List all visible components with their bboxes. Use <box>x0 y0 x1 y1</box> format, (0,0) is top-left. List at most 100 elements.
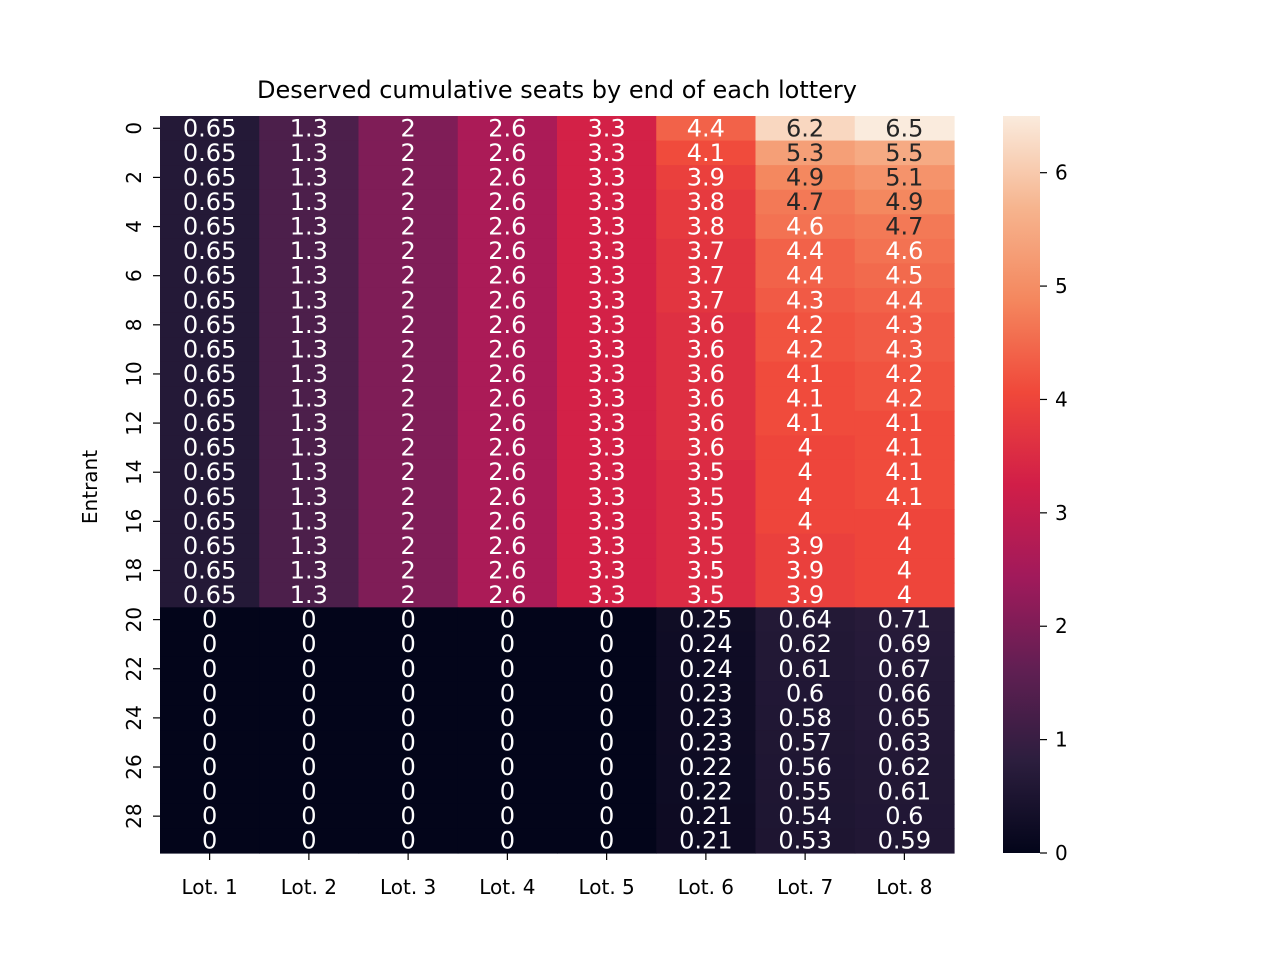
cell-value-label: 3.3 <box>588 581 626 609</box>
cell-value-label: 0.24 <box>679 655 732 683</box>
heatmap-cell <box>755 631 856 658</box>
cell-value-label: 4.2 <box>786 335 824 363</box>
cell-value-label: 3.7 <box>687 262 725 290</box>
cell-value-label: 0 <box>301 704 316 732</box>
cell-value-label: 0.23 <box>679 704 732 732</box>
cell-value-label: 1.3 <box>290 262 328 290</box>
cell-value-label: 0.65 <box>183 409 236 437</box>
heatmap-cell <box>755 681 856 707</box>
cell-value-label: 0 <box>599 728 614 756</box>
cell-value-label: 4 <box>797 458 812 486</box>
cell-value-label: 0 <box>599 704 614 732</box>
colorbar-tick-label: 4 <box>1055 387 1068 411</box>
cell-value-label: 0.65 <box>878 704 931 732</box>
heatmap-cell <box>656 386 757 412</box>
heatmap-cell <box>259 140 360 166</box>
cell-value-label: 1.3 <box>290 458 328 486</box>
heatmap-cell <box>457 189 558 215</box>
heatmap-cell <box>358 189 459 215</box>
heatmap-cell <box>358 607 459 633</box>
cell-value-label: 0 <box>202 728 217 756</box>
heatmap-cell <box>854 656 955 682</box>
heatmap-cell <box>557 705 657 731</box>
heatmap-cell <box>259 582 360 608</box>
heatmap-cell <box>755 140 856 166</box>
heatmap-cell <box>755 828 856 854</box>
heatmap-cell <box>259 730 360 756</box>
heatmap-cell <box>160 656 260 682</box>
cell-value-label: 1.3 <box>290 385 328 413</box>
heatmap-cell <box>854 828 955 854</box>
cell-value-label: 1.3 <box>290 360 328 388</box>
cell-value-label: 0.65 <box>183 213 236 241</box>
heatmap-cell <box>557 828 657 854</box>
cell-value-label: 2 <box>400 360 415 388</box>
heatmap-cell <box>358 410 459 436</box>
cell-value-label: 1.3 <box>290 213 328 241</box>
cell-value-label: 0.65 <box>183 507 236 535</box>
cell-value-label: 1.3 <box>290 237 328 265</box>
heatmap-cell <box>358 828 459 854</box>
heatmap-cell <box>854 730 955 756</box>
cell-value-label: 1.3 <box>290 532 328 560</box>
cell-value-label: 0.23 <box>679 679 732 707</box>
cell-value-label: 0.65 <box>183 335 236 363</box>
heatmap-cell <box>160 803 260 830</box>
heatmap-cell <box>755 459 856 486</box>
cell-value-label: 5.5 <box>885 139 923 167</box>
cell-value-label: 3.6 <box>687 335 725 363</box>
heatmap-cell <box>755 165 856 191</box>
heatmap-cell <box>854 238 955 264</box>
heatmap-cell <box>656 730 757 756</box>
heatmap-cell <box>259 779 360 805</box>
cell-value-label: 0 <box>301 655 316 683</box>
heatmap-cell <box>656 189 757 215</box>
cell-value-label: 2.6 <box>488 188 526 216</box>
cell-value-label: 4.4 <box>885 286 923 314</box>
cell-value-label: 0 <box>599 778 614 806</box>
heatmap-cell <box>457 533 558 559</box>
heatmap-cell <box>854 116 955 142</box>
cell-value-label: 0.65 <box>183 188 236 216</box>
heatmap-cell <box>457 582 558 608</box>
heatmap-cell <box>259 509 360 535</box>
cell-value-label: 3.9 <box>786 532 824 560</box>
colorbar-tick-label: 3 <box>1055 501 1068 525</box>
heatmap-cell <box>457 681 558 707</box>
cell-value-label: 0.24 <box>679 630 732 658</box>
heatmap-cell <box>656 410 757 436</box>
cell-value-label: 0 <box>500 704 515 732</box>
cell-value-label: 0.21 <box>679 827 732 855</box>
cell-value-label: 6.2 <box>786 114 824 142</box>
cell-value-label: 2 <box>400 311 415 339</box>
cell-value-label: 0 <box>400 778 415 806</box>
heatmap-cell <box>457 828 558 854</box>
cell-value-label: 2.6 <box>488 163 526 191</box>
heatmap-cell <box>358 509 459 535</box>
cell-value-label: 2.6 <box>488 262 526 290</box>
heatmap-cell <box>854 754 955 780</box>
heatmap-cell <box>457 484 558 510</box>
y-tick-label: 18 <box>122 558 146 583</box>
cell-value-label: 0.65 <box>183 483 236 511</box>
heatmap-cell <box>259 607 360 633</box>
cell-value-label: 3.3 <box>588 237 626 265</box>
cell-value-label: 0.53 <box>778 827 831 855</box>
y-tick-label: 2 <box>122 171 146 184</box>
cell-value-label: 1.3 <box>290 483 328 511</box>
cell-value-label: 3.3 <box>588 556 626 584</box>
cell-value-label: 0 <box>599 606 614 634</box>
y-tick-label: 28 <box>122 803 146 828</box>
heatmap-cell <box>259 238 360 264</box>
heatmap-cell <box>854 631 955 658</box>
heatmap-cell <box>656 779 757 805</box>
heatmap-cell <box>457 656 558 682</box>
cell-value-label: 0 <box>202 655 217 683</box>
cell-value-label: 4.2 <box>885 360 923 388</box>
cell-value-label: 4.6 <box>786 213 824 241</box>
cell-value-label: 3.9 <box>786 581 824 609</box>
heatmap-cell <box>358 287 459 314</box>
heatmap-cell <box>259 558 360 584</box>
cell-value-label: 2 <box>400 139 415 167</box>
heatmap-cell <box>854 287 955 314</box>
